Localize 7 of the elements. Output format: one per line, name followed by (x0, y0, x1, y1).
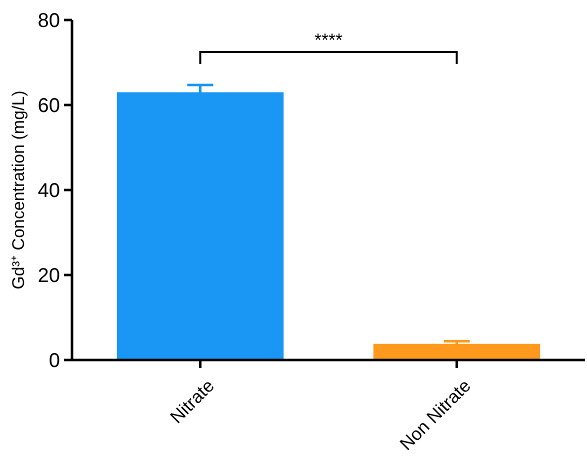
y-tick-label: 40 (38, 180, 60, 202)
y-tick-label: 80 (38, 10, 60, 32)
y-tick-label: 0 (48, 350, 60, 372)
y-axis-title: Gd³⁺ Concentration (mg/L) (9, 90, 28, 290)
annotation: **** (314, 30, 343, 50)
y-tick-label: 60 (38, 95, 60, 117)
y-tick-label: 20 (38, 265, 60, 287)
